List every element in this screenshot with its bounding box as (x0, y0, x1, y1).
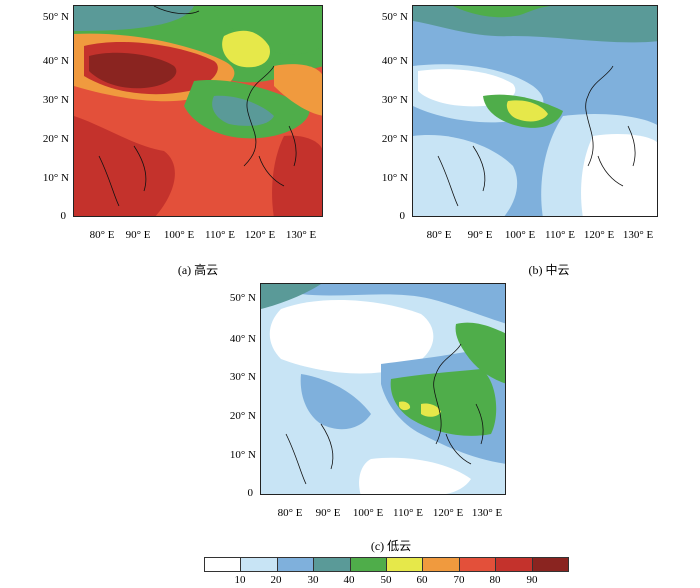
colorbar-swatch (459, 558, 497, 571)
lat-tick-30: 30° N (381, 94, 408, 106)
lon-tick-80: 80° E (426, 229, 452, 241)
colorbar-label: 10 (234, 574, 246, 586)
colorbar-label: 30 (307, 574, 319, 586)
colorbar (204, 557, 569, 572)
map-high-cloud-field (74, 6, 322, 216)
colorbar-swatch (241, 558, 278, 571)
lat-tick-50: 50° N (229, 292, 256, 304)
colorbar-label: 60 (416, 574, 428, 586)
map-low-cloud-field (261, 284, 505, 494)
lat-tick-0: 0 (247, 487, 254, 499)
lon-tick-100: 100° E (163, 229, 195, 241)
lon-tick-90: 90° E (467, 229, 493, 241)
lon-tick-130: 130° E (471, 507, 503, 519)
map-mid-cloud-field (413, 6, 657, 216)
lon-tick-90: 90° E (125, 229, 151, 241)
lat-tick-40: 40° N (229, 333, 256, 345)
colorbar-swatch (532, 558, 569, 571)
lat-tick-20: 20° N (42, 133, 69, 145)
lon-tick-120: 120° E (583, 229, 615, 241)
lon-tick-110: 110° E (393, 507, 423, 519)
lat-tick-50: 50° N (42, 11, 69, 23)
lat-tick-40: 40° N (381, 55, 408, 67)
caption-high-cloud: (a) 高云 (177, 263, 219, 277)
colorbar-swatch (350, 558, 388, 571)
colorbar-label: 40 (343, 574, 355, 586)
lat-tick-10: 10° N (229, 449, 256, 461)
map-mid-cloud (412, 5, 658, 217)
lon-tick-80: 80° E (89, 229, 115, 241)
lon-tick-90: 90° E (315, 507, 341, 519)
colorbar-swatch (277, 558, 315, 571)
lat-tick-20: 20° N (381, 133, 408, 145)
lon-tick-120: 120° E (432, 507, 464, 519)
colorbar-label: 70 (453, 574, 465, 586)
lat-tick-10: 10° N (381, 172, 408, 184)
lon-tick-80: 80° E (277, 507, 303, 519)
lat-tick-0: 0 (399, 210, 406, 222)
lat-tick-10: 10° N (42, 172, 69, 184)
colorbar-swatch (496, 558, 533, 571)
caption-low-cloud: (c) 低云 (370, 539, 412, 553)
map-low-cloud (260, 283, 506, 495)
colorbar-swatch (314, 558, 351, 571)
lat-tick-30: 30° N (42, 94, 69, 106)
lon-tick-130: 130° E (622, 229, 654, 241)
lon-tick-120: 120° E (244, 229, 276, 241)
colorbar-label: 20 (270, 574, 282, 586)
lon-tick-110: 110° E (205, 229, 235, 241)
lon-tick-130: 130° E (285, 229, 317, 241)
lat-tick-40: 40° N (42, 55, 69, 67)
colorbar-label: 80 (489, 574, 501, 586)
lon-tick-100: 100° E (504, 229, 536, 241)
colorbar-swatch (205, 558, 242, 571)
lat-tick-20: 20° N (229, 410, 256, 422)
colorbar-swatch (423, 558, 460, 571)
lat-tick-0: 0 (60, 210, 67, 222)
map-high-cloud (73, 5, 323, 217)
colorbar-swatch (387, 558, 424, 571)
lat-tick-50: 50° N (381, 11, 408, 23)
lon-tick-100: 100° E (352, 507, 384, 519)
caption-mid-cloud: (b) 中云 (528, 263, 570, 277)
lat-tick-30: 30° N (229, 371, 256, 383)
lon-tick-110: 110° E (545, 229, 575, 241)
colorbar-label: 50 (380, 574, 392, 586)
colorbar-label: 90 (526, 574, 538, 586)
